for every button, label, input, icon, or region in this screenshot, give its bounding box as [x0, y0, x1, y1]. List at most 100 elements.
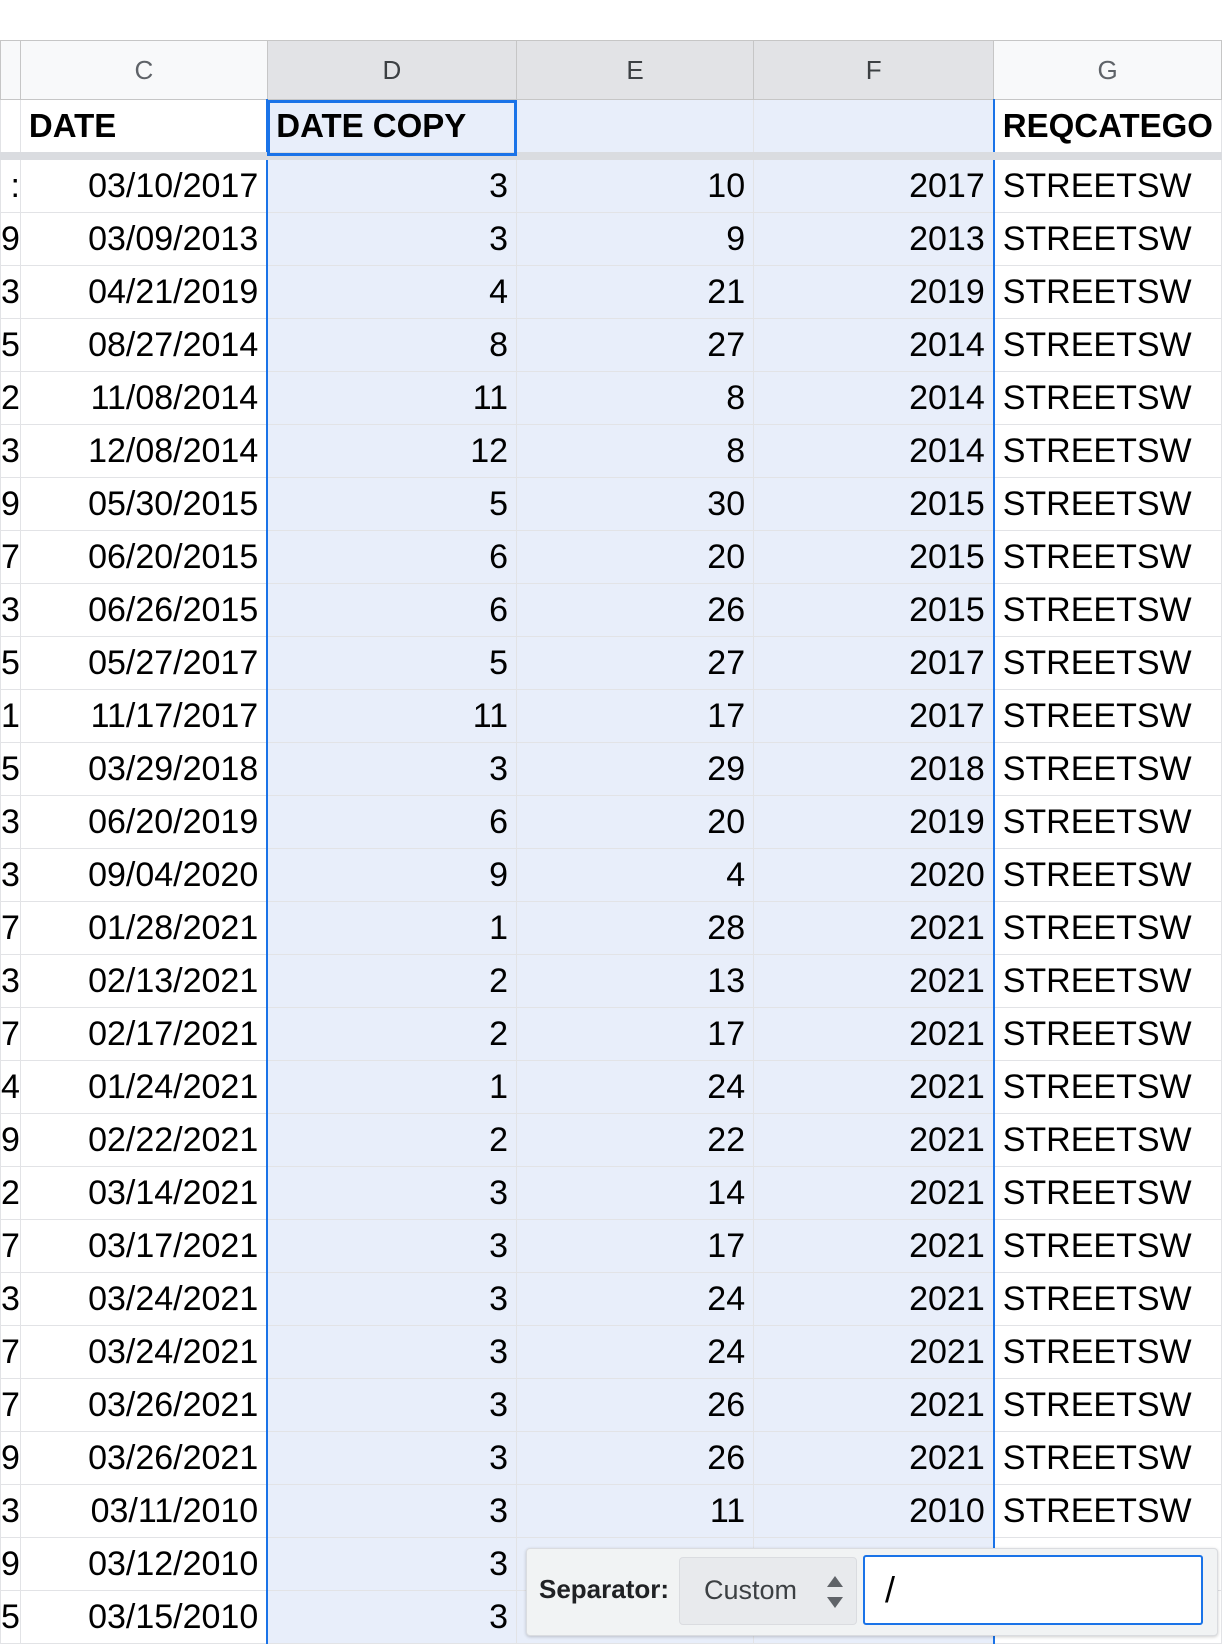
cell-year[interactable]: 2017: [753, 689, 995, 743]
cell-reqcategory[interactable]: STREETSW: [993, 530, 1222, 584]
cell-year[interactable]: 2021: [753, 1060, 995, 1114]
cell-date[interactable]: 03/14/2021: [19, 1166, 268, 1220]
cell-day[interactable]: 8: [516, 424, 755, 478]
cell-month[interactable]: 3: [266, 1272, 518, 1326]
cell-date[interactable]: 03/17/2021: [19, 1219, 268, 1273]
cell-date[interactable]: 02/22/2021: [19, 1113, 268, 1167]
cell-reqcategory[interactable]: STREETSW: [993, 424, 1222, 478]
cell-day[interactable]: 24: [516, 1325, 755, 1379]
cell-reqcategory[interactable]: STREETSW: [993, 265, 1222, 319]
cell-reqcategory[interactable]: STREETSW: [993, 1113, 1222, 1167]
header-cell-date-copy[interactable]: DATE COPY: [266, 99, 518, 160]
cell-reqcategory[interactable]: STREETSW: [993, 1272, 1222, 1326]
cell-reqcategory[interactable]: STREETSW: [993, 742, 1222, 796]
cell-date[interactable]: 01/28/2021: [19, 901, 268, 955]
cell-day[interactable]: 11: [516, 1484, 755, 1538]
cell-year[interactable]: 2021: [753, 954, 995, 1008]
cell-day[interactable]: 27: [516, 636, 755, 690]
cell-month[interactable]: 3: [266, 1378, 518, 1432]
cell-day[interactable]: 24: [516, 1272, 755, 1326]
cell-b[interactable]: 7: [0, 901, 21, 955]
cell-month[interactable]: 1: [266, 901, 518, 955]
cell-day[interactable]: 20: [516, 795, 755, 849]
cell-date[interactable]: 03/24/2021: [19, 1272, 268, 1326]
cell-day[interactable]: 17: [516, 689, 755, 743]
cell-day[interactable]: 8: [516, 371, 755, 425]
cell-month[interactable]: 2: [266, 954, 518, 1008]
cell-year[interactable]: 2021: [753, 1219, 995, 1273]
cell-reqcategory[interactable]: STREETSW: [993, 1484, 1222, 1538]
cell-date[interactable]: 11/08/2014: [19, 371, 268, 425]
cell-day[interactable]: 27: [516, 318, 755, 372]
cell-b[interactable]: 3: [0, 848, 21, 902]
cell-b[interactable]: 3: [0, 954, 21, 1008]
cell-year[interactable]: 2010: [753, 1484, 995, 1538]
cell-day[interactable]: 20: [516, 530, 755, 584]
cell-day[interactable]: 9: [516, 212, 755, 266]
cell-day[interactable]: 26: [516, 1378, 755, 1432]
header-cell-date[interactable]: DATE: [19, 99, 268, 160]
cell-reqcategory[interactable]: STREETSW: [993, 212, 1222, 266]
cell-day[interactable]: 26: [516, 583, 755, 637]
cell-month[interactable]: 4: [266, 265, 518, 319]
cell-year[interactable]: 2021: [753, 901, 995, 955]
cell-month[interactable]: 11: [266, 371, 518, 425]
cell-year[interactable]: 2021: [753, 1113, 995, 1167]
cell-b[interactable]: 3: [0, 583, 21, 637]
cell-reqcategory[interactable]: STREETSW: [993, 1219, 1222, 1273]
cell-b[interactable]: 9: [0, 1113, 21, 1167]
cell-reqcategory[interactable]: STREETSW: [993, 1166, 1222, 1220]
cell-year[interactable]: 2021: [753, 1378, 995, 1432]
cell-month[interactable]: 6: [266, 795, 518, 849]
cell-date[interactable]: 01/24/2021: [19, 1060, 268, 1114]
cell-date[interactable]: 02/17/2021: [19, 1007, 268, 1061]
cell-day[interactable]: 10: [516, 155, 755, 213]
cell-month[interactable]: 3: [266, 1431, 518, 1485]
header-cell-reqcategory[interactable]: REQCATEGO: [993, 99, 1222, 160]
cell-month[interactable]: 3: [266, 1484, 518, 1538]
cell-b[interactable]: 3: [0, 424, 21, 478]
cell-day[interactable]: 17: [516, 1007, 755, 1061]
cell-year[interactable]: 2019: [753, 265, 995, 319]
cell-day[interactable]: 13: [516, 954, 755, 1008]
cell-month[interactable]: 1: [266, 1060, 518, 1114]
cell-year[interactable]: 2017: [753, 155, 995, 213]
cell-b[interactable]: :: [0, 155, 21, 213]
cell-b[interactable]: 1: [0, 689, 21, 743]
cell-reqcategory[interactable]: STREETSW: [993, 636, 1222, 690]
cell-month[interactable]: 12: [266, 424, 518, 478]
cell-month[interactable]: 8: [266, 318, 518, 372]
cell-reqcategory[interactable]: STREETSW: [993, 477, 1222, 531]
cell-reqcategory[interactable]: STREETSW: [993, 1378, 1222, 1432]
cell-date[interactable]: 09/04/2020: [19, 848, 268, 902]
separator-dropdown[interactable]: Custom: [679, 1557, 857, 1625]
cell-month[interactable]: 3: [266, 1590, 518, 1644]
cell-b[interactable]: 7: [0, 1325, 21, 1379]
cell-b[interactable]: 2: [0, 1166, 21, 1220]
cell-day[interactable]: 17: [516, 1219, 755, 1273]
cell-b[interactable]: 5: [0, 742, 21, 796]
cell-year[interactable]: 2020: [753, 848, 995, 902]
cell-month[interactable]: 3: [266, 1537, 518, 1591]
cell-b[interactable]: 3: [0, 1484, 21, 1538]
cell-day[interactable]: 22: [516, 1113, 755, 1167]
cell-month[interactable]: 3: [266, 1166, 518, 1220]
cell-reqcategory[interactable]: STREETSW: [993, 901, 1222, 955]
cell-year[interactable]: 2015: [753, 530, 995, 584]
cell-date[interactable]: 03/10/2017: [19, 155, 268, 213]
cell-month[interactable]: 3: [266, 212, 518, 266]
cell-year[interactable]: 2014: [753, 371, 995, 425]
cell-month[interactable]: 6: [266, 583, 518, 637]
cell-date[interactable]: 04/21/2019: [19, 265, 268, 319]
cell-b[interactable]: 9: [0, 212, 21, 266]
cell-date[interactable]: 03/26/2021: [19, 1378, 268, 1432]
cell-date[interactable]: 06/20/2019: [19, 795, 268, 849]
cell-year[interactable]: 2021: [753, 1272, 995, 1326]
column-header-d[interactable]: D: [266, 40, 518, 100]
cell-day[interactable]: 26: [516, 1431, 755, 1485]
cell-month[interactable]: 3: [266, 742, 518, 796]
column-header-b[interactable]: [0, 40, 21, 100]
cell-b[interactable]: 7: [0, 1007, 21, 1061]
cell-date[interactable]: 03/15/2010: [19, 1590, 268, 1644]
cell-month[interactable]: 6: [266, 530, 518, 584]
